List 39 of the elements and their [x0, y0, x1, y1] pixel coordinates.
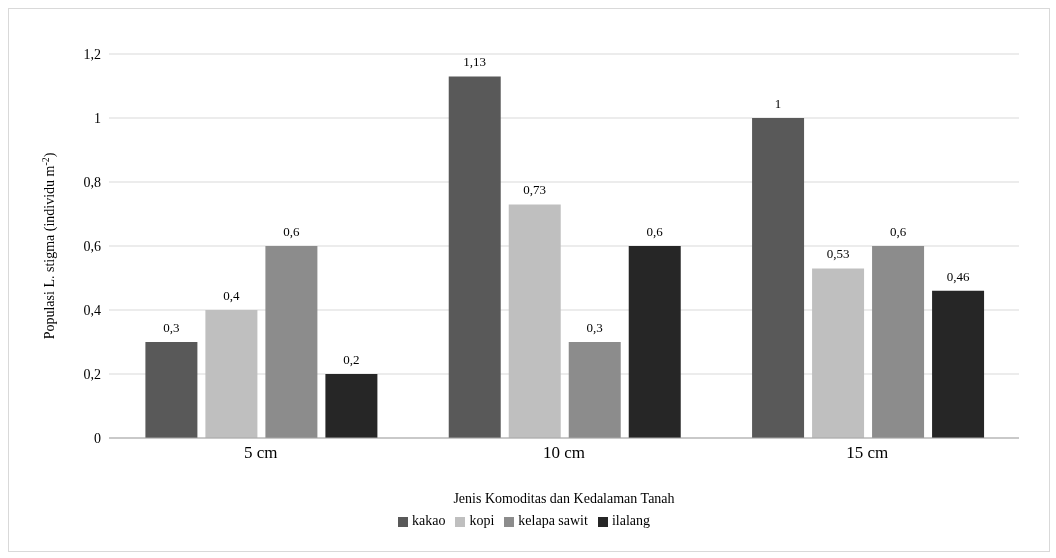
x-tick-label: 10 cm	[542, 443, 586, 463]
bar	[568, 342, 621, 438]
data-label: 0,3	[163, 320, 180, 335]
data-label: 0,3	[586, 320, 603, 335]
y-tick-label: 0,6	[83, 238, 101, 254]
bar	[628, 246, 681, 438]
y-tick-label: 1,2	[83, 46, 101, 62]
x-tick-label: 15 cm	[846, 443, 889, 463]
bar	[265, 246, 318, 438]
legend-label: kopi	[469, 513, 495, 528]
data-label: 0,6	[646, 224, 664, 239]
y-tick-label: 1	[94, 110, 101, 126]
bar	[205, 310, 258, 438]
legend-label: ilalang	[611, 513, 651, 528]
x-axis-title: Jenis Komoditas dan Kedalaman Tanah	[453, 491, 675, 506]
bar	[872, 246, 925, 438]
data-label: 1	[774, 96, 782, 111]
bar	[932, 290, 985, 438]
x-tick-label: 5 cm	[243, 443, 278, 463]
bar	[812, 268, 865, 438]
data-label: 0,6	[283, 224, 301, 239]
y-tick-label: 0,2	[83, 366, 101, 382]
bar	[325, 374, 378, 438]
bar	[752, 118, 805, 438]
bar	[508, 204, 561, 438]
data-label: 0,46	[946, 268, 970, 284]
data-label: 0,6	[889, 224, 907, 239]
y-tick-label: 0	[94, 430, 101, 446]
y-tick-label: 0,4	[83, 302, 101, 318]
data-label: 0,53	[826, 246, 850, 262]
legend-label: kakao	[411, 513, 446, 528]
data-label: 0,4	[223, 288, 241, 303]
y-tick-label: 0,8	[83, 174, 101, 190]
bar	[448, 76, 501, 438]
data-label: 0,73	[523, 182, 547, 198]
legend-label: kelapa sawit	[518, 513, 588, 528]
bar	[145, 342, 198, 438]
data-label: 0,2	[343, 352, 360, 367]
data-label: 1,13	[463, 54, 487, 70]
